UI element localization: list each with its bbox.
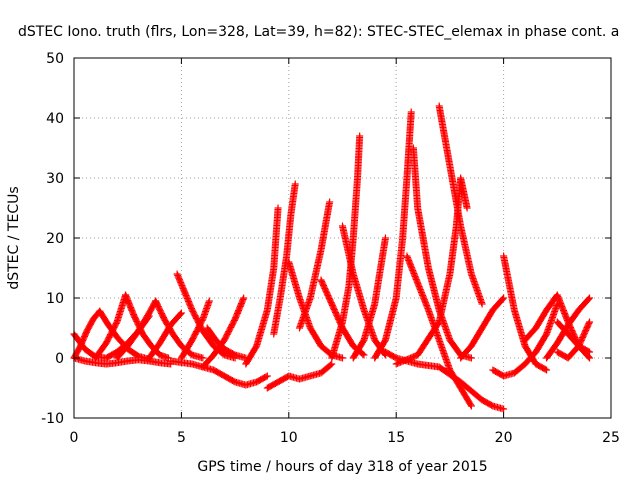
data-point bbox=[463, 204, 471, 212]
x-tick-label: 10 bbox=[280, 430, 298, 446]
data-point bbox=[381, 234, 389, 242]
data-point bbox=[262, 373, 270, 381]
data-point bbox=[326, 198, 334, 206]
x-tick-label: 0 bbox=[70, 430, 79, 446]
series-36 bbox=[553, 318, 594, 362]
data-point bbox=[240, 294, 248, 302]
data-point bbox=[177, 309, 185, 317]
data-point bbox=[328, 360, 336, 368]
data-point bbox=[500, 294, 508, 302]
series-25 bbox=[409, 144, 475, 362]
x-axis-label: GPS time / hours of day 318 of year 2015 bbox=[197, 459, 487, 475]
data-point bbox=[327, 361, 335, 369]
series-14 bbox=[199, 294, 248, 371]
data-point bbox=[205, 297, 213, 305]
data-point bbox=[467, 402, 475, 410]
data-point bbox=[291, 180, 299, 188]
x-tick-label: 20 bbox=[495, 430, 513, 446]
series-19 bbox=[296, 198, 334, 332]
x-tick-label: 5 bbox=[177, 430, 186, 446]
x-tick-label: 25 bbox=[602, 430, 620, 446]
series-7 bbox=[113, 297, 160, 362]
series-35 bbox=[553, 318, 594, 356]
y-tick-label: 20 bbox=[46, 231, 64, 247]
series-27 bbox=[435, 102, 486, 308]
y-tick-label: -10 bbox=[41, 411, 64, 427]
series-24 bbox=[371, 108, 415, 362]
data-point bbox=[478, 300, 486, 308]
series-23 bbox=[349, 234, 389, 362]
data-point bbox=[543, 366, 551, 374]
y-axis-label: dSTEC / TECUs bbox=[6, 186, 22, 289]
data-point bbox=[499, 295, 507, 303]
data-point bbox=[585, 319, 593, 327]
series-13 bbox=[167, 357, 271, 389]
data-point bbox=[199, 354, 207, 362]
chart-title: dSTEC Iono. truth (flrs, Lon=328, Lat=39… bbox=[18, 24, 619, 40]
ticks: 0 5 10 15 20 25 -10 0 10 20 30 40 50 bbox=[41, 51, 620, 446]
data-point bbox=[586, 348, 594, 356]
series-9 bbox=[145, 309, 185, 362]
data-point bbox=[360, 351, 368, 359]
y-tick-label: 30 bbox=[46, 171, 64, 187]
data-point bbox=[500, 405, 508, 413]
y-tick-label: 0 bbox=[55, 351, 64, 367]
data-point bbox=[467, 401, 475, 409]
series-21 bbox=[328, 132, 364, 362]
series-30 bbox=[457, 294, 508, 362]
data-point bbox=[176, 310, 184, 318]
data-point bbox=[263, 372, 271, 380]
series-17 bbox=[270, 180, 299, 338]
data-point bbox=[586, 294, 594, 302]
data-point bbox=[585, 295, 593, 303]
y-tick-label: 40 bbox=[46, 111, 64, 127]
data-point bbox=[356, 132, 364, 140]
series-32 bbox=[489, 300, 561, 380]
series-15 bbox=[242, 204, 282, 368]
data-point bbox=[586, 354, 594, 362]
data-point bbox=[541, 365, 549, 373]
y-tick-label: 10 bbox=[46, 291, 64, 307]
data-point bbox=[467, 354, 475, 362]
series-11 bbox=[177, 297, 213, 362]
data-point bbox=[586, 318, 594, 326]
data-point bbox=[407, 108, 415, 116]
data-marks bbox=[70, 102, 594, 413]
series-29 bbox=[381, 348, 508, 413]
x-tick-label: 15 bbox=[387, 430, 405, 446]
data-point bbox=[339, 354, 346, 362]
data-point bbox=[359, 350, 367, 358]
data-point bbox=[274, 204, 282, 212]
y-tick-label: 50 bbox=[46, 51, 64, 67]
series-16 bbox=[263, 360, 336, 392]
data-point bbox=[584, 347, 592, 355]
